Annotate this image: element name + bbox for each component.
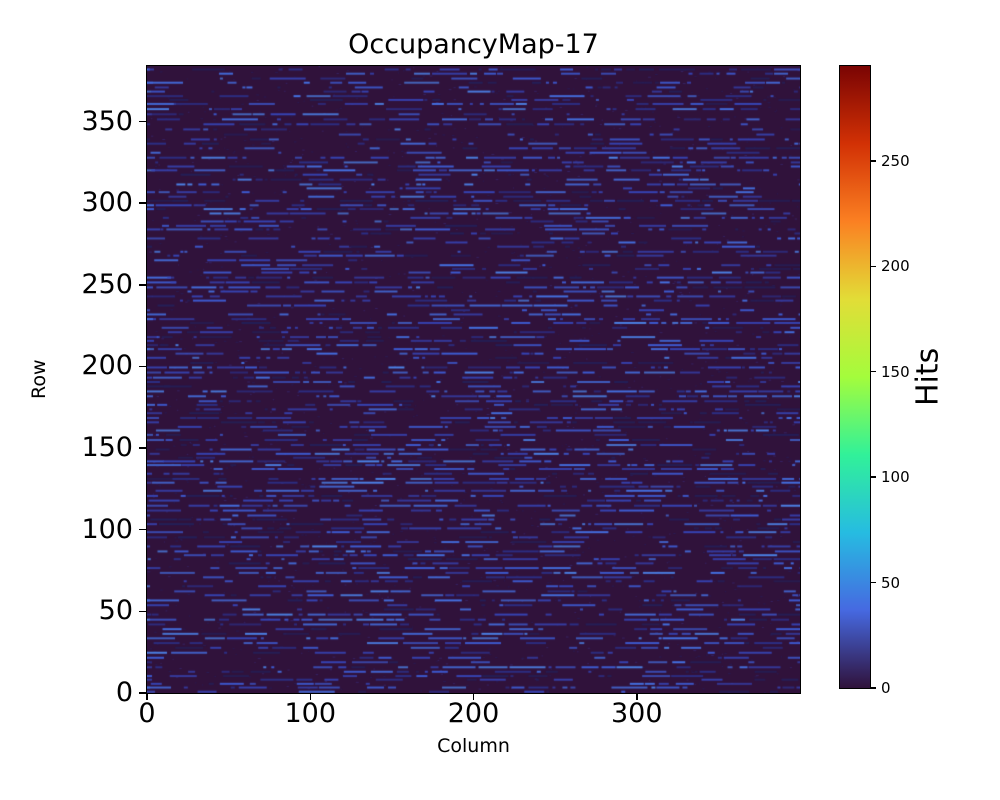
colorbar: [839, 65, 871, 689]
y-tick-mark: [139, 447, 146, 449]
colorbar-tick-label: 0: [881, 679, 891, 697]
x-tick-label: 0: [138, 698, 156, 729]
colorbar-tick-mark: [870, 581, 876, 584]
colorbar-label: Hits: [910, 347, 946, 407]
y-tick-label: 250: [81, 268, 133, 300]
x-tick-mark: [636, 693, 638, 700]
colorbar-tick-mark: [870, 687, 876, 689]
y-tick-label: 50: [98, 595, 133, 627]
y-tick-label: 150: [81, 432, 133, 464]
x-tick-mark: [472, 693, 475, 700]
x-tick-mark: [146, 693, 148, 700]
x-tick-label: 300: [610, 698, 663, 729]
colorbar-tick-label: 200: [881, 257, 910, 276]
colorbar-tick-label: 50: [881, 573, 901, 592]
colorbar-tick-label: 100: [881, 468, 910, 487]
y-tick-mark: [139, 284, 146, 286]
plot-title: OccupancyMap-17: [348, 29, 599, 60]
y-tick-label: 100: [81, 513, 133, 545]
colorbar-tick-mark: [870, 265, 876, 268]
x-axis-label: Column: [437, 735, 510, 757]
y-tick-mark: [139, 610, 146, 613]
heatmap-canvas: [147, 66, 800, 693]
x-tick-label: 100: [284, 698, 337, 729]
colorbar-tick-label: 250: [881, 151, 910, 170]
y-tick-label: 350: [81, 105, 133, 137]
y-tick-mark: [139, 365, 146, 368]
y-tick-label: 300: [81, 187, 133, 219]
y-tick-mark: [139, 202, 146, 204]
y-tick-mark: [139, 120, 146, 123]
colorbar-tick-mark: [870, 160, 876, 162]
y-tick-label: 0: [115, 677, 133, 708]
y-tick-mark: [139, 692, 146, 694]
colorbar-tick-mark: [870, 370, 876, 373]
colorbar-tick-label: 150: [881, 362, 910, 381]
x-tick-label: 200: [447, 698, 500, 729]
colorbar-tick-mark: [870, 476, 876, 478]
x-tick-mark: [309, 693, 311, 700]
heatmap-plot-area: [146, 65, 801, 694]
y-tick-label: 200: [81, 350, 133, 382]
y-tick-mark: [139, 528, 146, 531]
y-axis-label: Row: [28, 359, 50, 400]
